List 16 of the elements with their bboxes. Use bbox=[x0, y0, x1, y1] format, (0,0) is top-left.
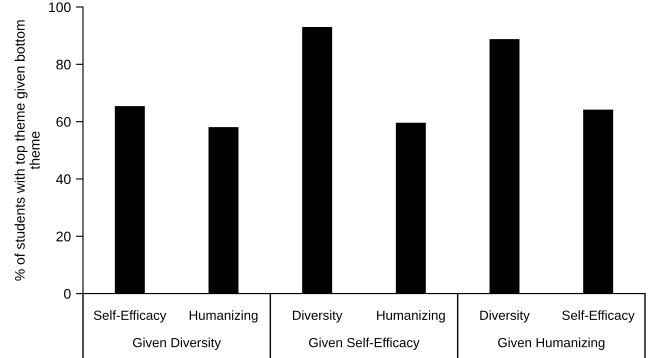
x-tick-label: Diversity bbox=[480, 310, 530, 323]
y-tick-label: 80 bbox=[56, 60, 71, 70]
text: Given Self-Efficacy bbox=[309, 338, 420, 350]
y-tick-label: 0 bbox=[64, 288, 71, 299]
y-tick-label: 20 bbox=[56, 232, 71, 242]
y-tick-label: 60 bbox=[56, 116, 71, 127]
y-tick-label: 100 bbox=[49, 2, 71, 12]
x-tick-label: Diversity bbox=[292, 310, 342, 323]
x-tick-label: Humanizing bbox=[190, 310, 258, 323]
y-tick-label: 40 bbox=[56, 174, 71, 184]
x-tick-label: Self-Efficacy bbox=[562, 310, 635, 323]
text: Given Humanizing bbox=[498, 338, 604, 350]
x-tick-label: Humanizing bbox=[377, 310, 445, 323]
y-axis-title: % of students with top theme given bottom theme bbox=[14, 20, 40, 281]
x-tick-label: Self-Efficacy bbox=[94, 310, 166, 323]
text: Given Diversity bbox=[132, 338, 221, 350]
